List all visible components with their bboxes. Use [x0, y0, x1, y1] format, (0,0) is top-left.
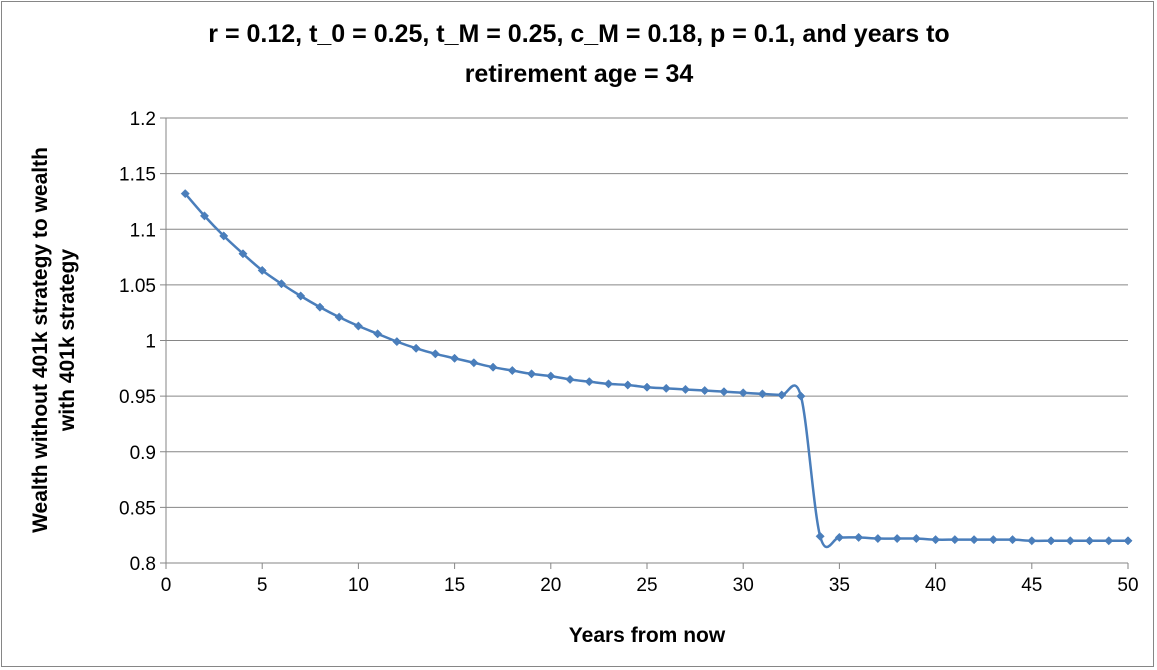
y-tick-label: 1.15	[119, 165, 156, 186]
y-tick-label: 0.85	[119, 498, 156, 519]
x-tick-label: 0	[161, 575, 172, 596]
x-tick-label: 20	[540, 575, 561, 596]
data-point-marker	[1027, 536, 1037, 546]
x-tick-label: 35	[829, 575, 850, 596]
data-point-marker	[892, 533, 902, 544]
data-point-marker	[719, 387, 729, 397]
data-point-marker	[950, 535, 960, 545]
data-point-marker	[642, 382, 652, 392]
chart-title-line-2: retirement age = 34	[465, 60, 694, 88]
y-tick-label: 1.05	[119, 276, 156, 297]
data-point-marker	[469, 358, 479, 368]
y-axis-title: Wealth without 401k strategy to wealth w…	[29, 147, 79, 533]
x-tick-label: 25	[636, 575, 657, 596]
data-point-marker	[584, 377, 594, 387]
data-point-marker	[353, 321, 363, 331]
data-point-marker	[873, 533, 883, 544]
y-axis-title-line-2: with 401k strategy	[56, 249, 79, 432]
data-point-marker	[411, 343, 421, 353]
data-point-marker	[680, 384, 691, 395]
data-point-marker	[834, 532, 844, 542]
data-point-marker	[392, 337, 402, 347]
data-point-marker	[623, 380, 633, 390]
data-point-marker	[296, 291, 306, 301]
data-point-marker	[450, 353, 460, 363]
x-tick-labels: 0 5 10 15 20 25 30 35 40 45 50	[161, 575, 1139, 596]
data-point-marker	[276, 279, 286, 289]
data-point-marker	[315, 302, 325, 312]
data-point-marker	[257, 265, 267, 275]
data-point-marker	[931, 535, 941, 545]
data-point-marker	[430, 349, 440, 359]
data-point-marker	[546, 371, 556, 381]
y-tick-label: 1.1	[130, 220, 156, 241]
data-point-marker	[1084, 536, 1095, 546]
chart-title-line-1: r = 0.12, t_0 = 0.25, t_M = 0.25, c_M = …	[208, 20, 949, 48]
data-point-marker	[700, 386, 710, 396]
chart-title: r = 0.12, t_0 = 0.25, t_M = 0.25, c_M = …	[208, 20, 949, 88]
data-point-marker	[219, 231, 229, 241]
y-tick-label: 1.2	[130, 109, 156, 130]
data-point-marker	[199, 211, 210, 221]
x-axis-title: Years from now	[569, 624, 726, 647]
data-point-marker	[527, 369, 537, 379]
data-point-marker	[1104, 536, 1114, 546]
x-tick-label: 40	[925, 575, 946, 596]
gridlines	[166, 117, 1128, 508]
data-point-marker	[334, 312, 344, 322]
y-tick-label: 1	[145, 332, 156, 353]
data-point-marker	[815, 531, 825, 541]
x-tick-label: 10	[348, 575, 369, 596]
x-tick-label: 50	[1117, 575, 1138, 596]
series-line	[184, 192, 1128, 549]
y-tick-labels: 0.8 0.85 0.9 0.95 1 1.05 1.1 1.15 1.2	[119, 109, 156, 575]
x-tick-label: 30	[733, 575, 754, 596]
data-point-marker	[180, 189, 190, 199]
y-tick-label: 0.8	[130, 554, 156, 575]
data-point-marker	[738, 388, 748, 398]
data-point-marker	[854, 532, 864, 542]
data-point-marker	[777, 390, 787, 400]
data-point-marker	[1065, 536, 1075, 546]
data-point-marker	[488, 362, 498, 372]
data-point-marker	[1008, 535, 1018, 545]
data-point-marker	[796, 391, 806, 401]
y-tick-label: 0.9	[130, 443, 156, 464]
x-tick-label: 5	[257, 575, 268, 596]
data-point-marker	[238, 249, 248, 259]
y-axis-title-line-1: Wealth without 401k strategy to wealth	[29, 147, 52, 533]
axes	[160, 117, 1129, 569]
data-point-marker	[969, 535, 979, 545]
data-point-marker	[1123, 536, 1133, 546]
data-point-marker	[911, 533, 921, 544]
data-point-marker	[1046, 536, 1056, 546]
series-markers	[180, 189, 1133, 546]
data-point-marker	[565, 374, 575, 384]
x-tick-label: 15	[444, 575, 465, 596]
data-point-marker	[988, 535, 998, 545]
data-point-marker	[603, 379, 614, 389]
series-line-path	[184, 192, 1128, 549]
data-point-marker	[661, 383, 671, 393]
x-tick-label: 45	[1021, 575, 1042, 596]
data-point-marker	[507, 365, 517, 376]
y-tick-label: 0.95	[119, 387, 156, 408]
data-point-marker	[757, 389, 767, 399]
data-point-marker	[373, 329, 383, 339]
